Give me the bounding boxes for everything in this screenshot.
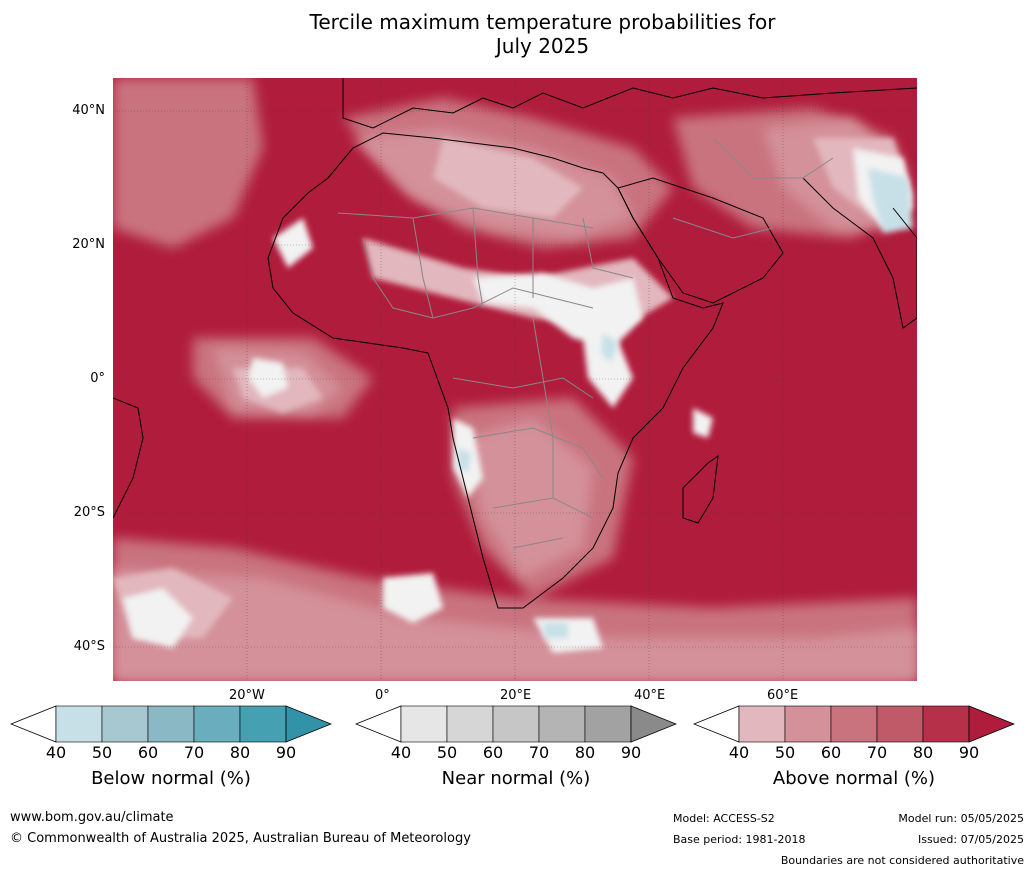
legend-tick-label: 80 [229, 743, 251, 762]
legend-tick-label: 50 [774, 743, 796, 762]
legend-tick-label: 40 [728, 743, 750, 762]
map-title: Tercile maximum temperature probabilitie… [0, 10, 1035, 58]
legend-band [538, 705, 586, 743]
footer-website: www.bom.gov.au/climate [10, 810, 174, 825]
legend-near-title: Near normal (%) [441, 768, 591, 789]
legend-tick-label: 80 [912, 743, 934, 762]
legend-below-title: Below normal (%) [91, 768, 251, 789]
legend-tick-label: 40 [45, 743, 67, 762]
legend-below-colorbar [10, 705, 332, 743]
lat-label-40n: 40°N [72, 103, 105, 118]
lon-label-60e: 60°E [767, 688, 799, 703]
country-borders [337, 137, 834, 549]
title-line-2: July 2025 [495, 34, 590, 58]
legend-tick-label: 70 [183, 743, 205, 762]
map-canvas [113, 78, 917, 681]
legend-tick-label: 90 [958, 743, 980, 762]
legend-tick-label: 60 [820, 743, 842, 762]
legend-high-extension [630, 705, 677, 743]
footer-copyright: © Commonwealth of Australia 2025, Austra… [10, 831, 471, 846]
legend-band [446, 705, 494, 743]
legend-band [584, 705, 632, 743]
footer-boundaries: Boundaries are not considered authoritat… [780, 854, 1024, 867]
footer-base-period: Base period: 1981-2018 [673, 833, 806, 846]
legend-tick-label: 90 [620, 743, 642, 762]
legend-band [876, 705, 924, 743]
lat-label-20s: 20°S [73, 505, 105, 520]
graticule [113, 78, 917, 681]
legend-tick-label: 90 [275, 743, 297, 762]
legend-above-title: Above normal (%) [772, 768, 936, 789]
lat-label-20n: 20°N [72, 237, 105, 252]
lat-label-0: 0° [90, 371, 105, 386]
footer-model: Model: ACCESS-S2 [673, 812, 775, 825]
legend-tick-label: 60 [137, 743, 159, 762]
legend-low-extension [10, 705, 57, 743]
legend-low-extension [693, 705, 740, 743]
legend-tick-label: 70 [528, 743, 550, 762]
legend-band [738, 705, 786, 743]
lon-label-20w: 20°W [229, 688, 265, 703]
legend-band [55, 705, 103, 743]
lon-label-0: 0° [375, 688, 390, 703]
legend-band [922, 705, 970, 743]
footer-issued: Issued: 07/05/2025 [917, 833, 1024, 846]
legend-band [492, 705, 540, 743]
probability-map [113, 78, 917, 681]
legend-tick-label: 70 [866, 743, 888, 762]
legend-low-extension [355, 705, 402, 743]
coastlines [113, 78, 917, 609]
below-normal-layer [458, 168, 913, 638]
legend-band [147, 705, 195, 743]
legend-tick-label: 60 [482, 743, 504, 762]
legend-band [784, 705, 832, 743]
legend-band [830, 705, 878, 743]
legend-near-normal [355, 705, 677, 743]
legend-tick-label: 50 [436, 743, 458, 762]
legend-tick-label: 40 [390, 743, 412, 762]
title-line-1: Tercile maximum temperature probabilitie… [309, 10, 776, 34]
legend-band [193, 705, 241, 743]
legend-near-colorbar [355, 705, 677, 743]
legend-above-normal [693, 705, 1015, 743]
legend-band [239, 705, 287, 743]
legend-high-extension [285, 705, 332, 743]
footer-model-run: Model run: 05/05/2025 [898, 812, 1024, 825]
legend-tick-label: 80 [574, 743, 596, 762]
legend-above-colorbar [693, 705, 1015, 743]
legend-band [101, 705, 149, 743]
legend-below-normal [10, 705, 332, 743]
legend-band [400, 705, 448, 743]
legend-tick-label: 50 [91, 743, 113, 762]
lon-label-40e: 40°E [634, 688, 666, 703]
lat-label-40s: 40°S [73, 639, 105, 654]
legend-high-extension [968, 705, 1015, 743]
lon-label-20e: 20°E [500, 688, 532, 703]
